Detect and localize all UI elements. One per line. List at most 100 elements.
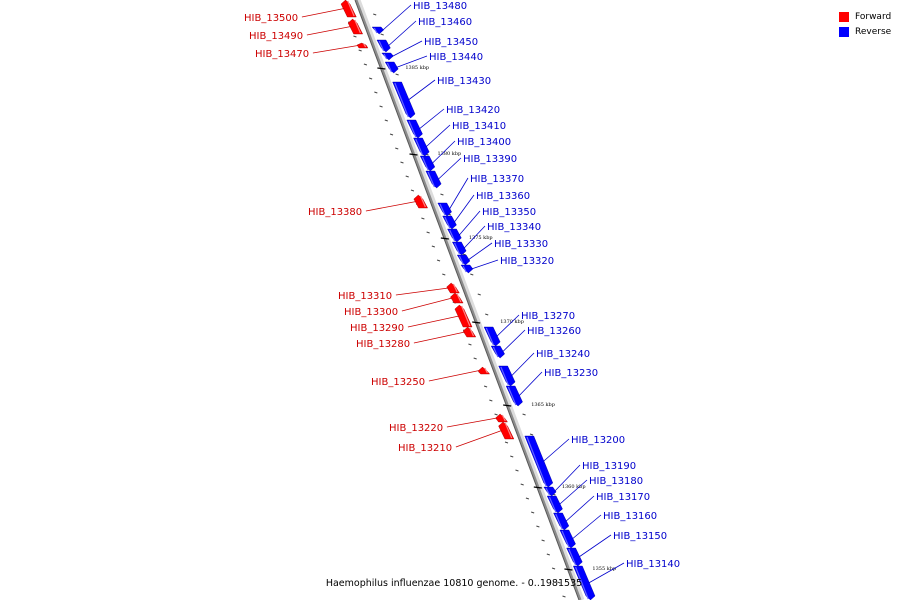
gene-label[interactable]: HIB_13150 [613, 531, 667, 542]
gene-label[interactable]: HIB_13350 [482, 207, 536, 218]
gene-hib_13400[interactable] [419, 155, 436, 172]
gene-hib_13280[interactable] [462, 326, 477, 338]
gene-hib_13470[interactable] [356, 42, 369, 49]
gene-leader-line [467, 242, 493, 261]
gene-label[interactable]: HIB_13190 [582, 461, 636, 472]
gene-label[interactable]: HIB_13480 [413, 1, 467, 12]
gene-hib_13270[interactable] [483, 326, 501, 347]
gene-leader-line [396, 55, 428, 68]
legend-item-reverse[interactable]: Reverse [839, 24, 891, 39]
gene-hib_13310[interactable] [446, 282, 460, 294]
gene-arrow[interactable] [356, 42, 369, 49]
gene-hib_13220[interactable] [495, 413, 508, 423]
minor-tick-right [440, 193, 444, 196]
gene-hib_13450[interactable] [381, 52, 394, 61]
gene-hib_13230[interactable] [505, 385, 523, 407]
gene-hib_13340[interactable] [452, 241, 467, 256]
gene-label[interactable]: HIB_13220 [389, 423, 443, 434]
minor-tick-right [373, 13, 377, 16]
gene-label[interactable]: HIB_13310 [338, 291, 392, 302]
gene-label[interactable]: HIB_13140 [626, 559, 680, 570]
gene-hib_13330[interactable] [456, 254, 471, 266]
gene-label[interactable]: HIB_13400 [457, 137, 511, 148]
gene-hib_13500[interactable] [340, 0, 357, 18]
reverse-swatch-icon [839, 26, 849, 37]
gene-hib_13430[interactable] [392, 81, 416, 119]
gene-hib_13240[interactable] [498, 365, 516, 387]
gene-label[interactable]: HIB_13170 [596, 492, 650, 503]
gene-hib_13250[interactable] [477, 366, 491, 375]
gene-label[interactable]: HIB_13160 [603, 511, 657, 522]
gene-highlight [439, 203, 446, 216]
gene-label[interactable]: HIB_13250 [371, 377, 425, 388]
gene-label[interactable]: HIB_13300 [344, 307, 398, 318]
gene-hib_13490[interactable] [347, 18, 364, 35]
gene-label[interactable]: HIB_13270 [521, 311, 575, 322]
gene-hib_13140[interactable] [573, 565, 596, 600]
gene-label[interactable]: HIB_13420 [446, 105, 500, 116]
gene-hib_13260[interactable] [490, 345, 505, 359]
gene-hib_13410[interactable] [413, 137, 430, 157]
gene-hib_13150[interactable] [566, 547, 583, 567]
gene-label[interactable]: HIB_13210 [398, 443, 452, 454]
gene-label[interactable]: HIB_13330 [494, 239, 548, 250]
gene-label[interactable]: HIB_13360 [476, 191, 530, 202]
gene-label[interactable]: HIB_13370 [470, 174, 524, 185]
gene-label[interactable]: HIB_13450 [424, 37, 478, 48]
gene-hib_13300[interactable] [450, 292, 464, 304]
gene-label[interactable]: HIB_13440 [429, 52, 483, 63]
gene-hib_13420[interactable] [406, 119, 423, 139]
gene-highlight [568, 548, 577, 566]
gene-highlight [449, 229, 456, 242]
gene-hib_13290[interactable] [454, 304, 473, 328]
gene-hib_13210[interactable] [498, 421, 515, 440]
gene-label[interactable]: HIB_13470 [255, 49, 309, 60]
gene-label[interactable]: HIB_13380 [308, 207, 362, 218]
gene-hib_13200[interactable] [524, 435, 554, 488]
gene-label[interactable]: HIB_13280 [356, 339, 410, 350]
gene-label[interactable]: HIB_13340 [487, 222, 541, 233]
major-tick [409, 153, 418, 156]
gene-leader-line [554, 464, 581, 492]
gene-hib_13460[interactable] [376, 39, 391, 53]
gene-label[interactable]: HIB_13460 [418, 17, 472, 28]
gene-label[interactable]: HIB_13490 [249, 31, 303, 42]
gene-arrow[interactable] [477, 366, 491, 375]
gene-hib_13370[interactable] [437, 202, 452, 217]
gene-leader-line [418, 108, 445, 130]
gene-label[interactable]: HIB_13200 [571, 435, 625, 446]
gene-hib_13480[interactable] [371, 26, 384, 35]
gene-hib_13160[interactable] [559, 529, 576, 549]
gene-hib_13180[interactable] [546, 495, 563, 514]
gene-label[interactable]: HIB_13240 [536, 349, 590, 360]
gene-hib_13380[interactable] [413, 194, 428, 209]
gene-arrow[interactable] [371, 26, 384, 35]
gene-label[interactable]: HIB_13230 [544, 368, 598, 379]
gene-hib_13360[interactable] [442, 215, 457, 230]
gene-label[interactable]: HIB_13290 [350, 323, 404, 334]
minor-tick-right [470, 273, 474, 276]
gene-arrow[interactable] [381, 52, 394, 61]
minor-tick-right [395, 73, 399, 76]
gene-label[interactable]: HIB_13410 [452, 121, 506, 132]
gene-label[interactable]: HIB_13260 [527, 326, 581, 337]
gene-arrow[interactable] [460, 264, 474, 274]
gene-hib_13390[interactable] [425, 170, 442, 189]
gene-label[interactable]: HIB_13500 [244, 13, 298, 24]
gene-hib_13190[interactable] [543, 486, 557, 497]
minor-tick-right [380, 33, 384, 36]
gene-hib_13170[interactable] [553, 512, 570, 531]
legend-item-forward[interactable]: Forward [839, 9, 891, 24]
gene-label[interactable]: HIB_13430 [437, 76, 491, 87]
gene-hib_13350[interactable] [447, 228, 462, 243]
gene-label[interactable]: HIB_13320 [500, 256, 554, 267]
gene-hib_13440[interactable] [384, 61, 399, 74]
gene-label[interactable]: HIB_13180 [589, 476, 643, 487]
gene-leader-line [578, 534, 612, 558]
minor-tick-left [489, 399, 493, 402]
gene-leader-line [431, 140, 456, 164]
axis-line [354, 0, 582, 600]
gene-hib_13320[interactable] [460, 264, 474, 274]
gene-label[interactable]: HIB_13390 [463, 154, 517, 165]
